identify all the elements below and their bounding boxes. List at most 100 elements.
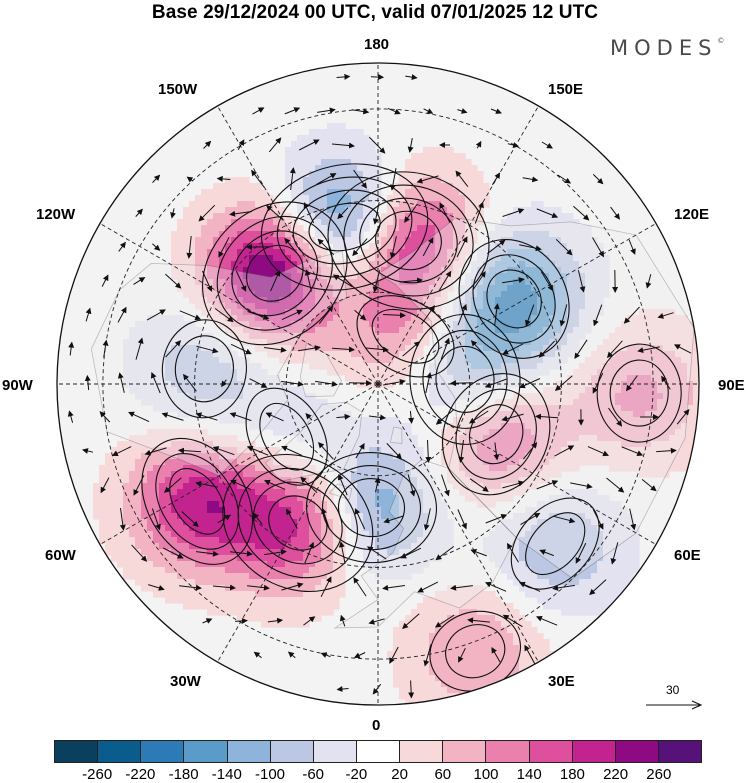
anomaly-cell	[129, 537, 136, 544]
anomaly-cell	[471, 393, 478, 400]
anomaly-cell	[291, 195, 298, 202]
anomaly-cell	[243, 327, 250, 334]
anomaly-cell	[567, 351, 574, 358]
anomaly-cell	[411, 477, 418, 484]
anomaly-cell	[513, 207, 520, 214]
anomaly-cell	[171, 537, 178, 544]
anomaly-cell	[195, 573, 202, 580]
anomaly-cell	[339, 147, 346, 154]
anomaly-cell	[663, 399, 670, 406]
anomaly-cell	[207, 537, 214, 544]
anomaly-cell	[477, 183, 484, 190]
anomaly-cell	[327, 297, 334, 304]
anomaly-cell	[321, 489, 328, 496]
anomaly-cell	[201, 273, 208, 280]
anomaly-cell	[543, 405, 550, 412]
anomaly-cell	[579, 507, 586, 514]
anomaly-cell	[129, 453, 136, 460]
anomaly-cell	[261, 237, 268, 244]
anomaly-cell	[279, 567, 286, 574]
anomaly-cell	[627, 519, 634, 526]
anomaly-cell	[591, 273, 598, 280]
anomaly-cell	[237, 453, 244, 460]
anomaly-cell	[141, 327, 148, 334]
anomaly-cell	[501, 537, 508, 544]
anomaly-cell	[441, 375, 448, 382]
anomaly-cell	[363, 525, 370, 532]
anomaly-cell	[429, 513, 436, 520]
anomaly-cell	[393, 561, 400, 568]
anomaly-cell	[633, 405, 640, 412]
anomaly-cell	[171, 255, 178, 262]
anomaly-cell	[411, 213, 418, 220]
anomaly-cell	[153, 399, 160, 406]
anomaly-cell	[231, 207, 238, 214]
anomaly-cell	[279, 333, 286, 340]
anomaly-cell	[273, 405, 280, 412]
anomaly-cell	[195, 495, 202, 502]
anomaly-cell	[195, 201, 202, 208]
anomaly-cell	[303, 153, 310, 160]
anomaly-cell	[183, 573, 190, 580]
anomaly-cell	[327, 549, 334, 556]
anomaly-cell	[543, 531, 550, 538]
anomaly-cell	[405, 273, 412, 280]
anomaly-cell	[363, 159, 370, 166]
anomaly-cell	[321, 201, 328, 208]
anomaly-cell	[201, 393, 208, 400]
anomaly-cell	[513, 561, 520, 568]
anomaly-cell	[315, 219, 322, 226]
anomaly-cell	[501, 543, 508, 550]
anomaly-cell	[207, 261, 214, 268]
anomaly-cell	[165, 531, 172, 538]
anomaly-cell	[333, 429, 340, 436]
anomaly-cell	[249, 399, 256, 406]
anomaly-cell	[591, 381, 598, 388]
anomaly-cell	[513, 285, 520, 292]
anomaly-cell	[387, 429, 394, 436]
anomaly-cell	[123, 549, 130, 556]
anomaly-cell	[297, 183, 304, 190]
anomaly-cell	[651, 399, 658, 406]
map-title: Base 29/12/2024 00 UTC, valid 07/01/2025…	[151, 2, 599, 23]
anomaly-cell	[195, 243, 202, 250]
anomaly-cell	[123, 555, 130, 562]
anomaly-cell	[309, 147, 316, 154]
anomaly-cell	[567, 375, 574, 382]
anomaly-cell	[333, 357, 340, 364]
anomaly-cell	[303, 483, 310, 490]
anomaly-cell	[627, 459, 634, 466]
anomaly-cell	[423, 261, 430, 268]
anomaly-cell	[147, 429, 154, 436]
anomaly-cell	[195, 507, 202, 514]
anomaly-cell	[441, 429, 448, 436]
anomaly-cell	[657, 339, 664, 346]
anomaly-cell	[141, 495, 148, 502]
anomaly-cell	[213, 501, 220, 508]
anomaly-cell	[249, 219, 256, 226]
anomaly-cell	[285, 267, 292, 274]
anomaly-cell	[225, 369, 232, 376]
anomaly-cell	[663, 393, 670, 400]
anomaly-cell	[411, 357, 418, 364]
anomaly-cell	[345, 363, 352, 370]
anomaly-cell	[429, 267, 436, 274]
anomaly-cell	[381, 537, 388, 544]
anomaly-cell	[525, 435, 532, 442]
anomaly-cell	[597, 423, 604, 430]
anomaly-cell	[651, 387, 658, 394]
anomaly-cell	[189, 201, 196, 208]
anomaly-cell	[357, 129, 364, 136]
anomaly-cell	[693, 453, 699, 460]
anomaly-cell	[645, 387, 652, 394]
anomaly-cell	[345, 345, 352, 352]
anomaly-cell	[219, 213, 226, 220]
anomaly-cell	[393, 225, 400, 232]
anomaly-cell	[303, 279, 310, 286]
anomaly-cell	[453, 189, 460, 196]
anomaly-cell	[177, 519, 184, 526]
anomaly-cell	[303, 231, 310, 238]
anomaly-cell	[387, 507, 394, 514]
anomaly-cell	[255, 459, 262, 466]
anomaly-cell	[303, 183, 310, 190]
